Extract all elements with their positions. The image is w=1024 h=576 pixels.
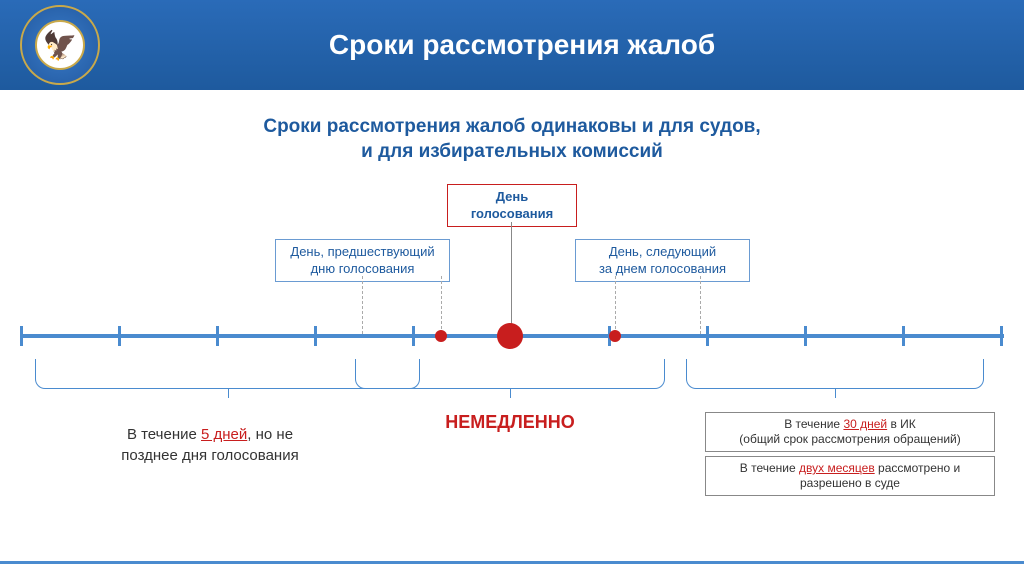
- voting-day-l1: День: [496, 189, 529, 204]
- ik30-hl: 30 дней: [843, 417, 887, 431]
- header-bar: 🦅 Сроки рассмотрения жалоб: [0, 0, 1024, 90]
- bottom-divider: [0, 561, 1024, 564]
- connector-after: [615, 276, 616, 334]
- brace-tip: [835, 388, 836, 398]
- ik30-prefix: В течение: [784, 417, 843, 431]
- box-ik30: В течение 30 дней в ИК (общий срок рассм…: [705, 412, 995, 452]
- note-line2: позднее дня голосования: [121, 447, 298, 464]
- emblem: 🦅: [20, 5, 100, 85]
- emblem-inner: 🦅: [35, 20, 85, 70]
- court-l2: разрешено в суде: [800, 476, 900, 490]
- box-after: День, следующий за днем голосования: [575, 239, 750, 282]
- note-prefix: В течение: [127, 426, 201, 443]
- subtitle-line2: и для избирательных комиссий: [361, 141, 663, 162]
- before-l2: дню голосования: [311, 261, 415, 276]
- tick: [314, 326, 317, 346]
- subtitle: Сроки рассмотрения жалоб одинаковы и для…: [0, 115, 1024, 164]
- connector-after2: [700, 276, 701, 334]
- court-prefix: В течение: [740, 461, 799, 475]
- tick: [706, 326, 709, 346]
- timeline-axis: [20, 334, 1004, 338]
- dot-voting-day: [497, 323, 523, 349]
- before-l1: День, предшествующий: [290, 244, 434, 259]
- brace-tip: [510, 388, 511, 398]
- voting-day-l2: голосования: [471, 206, 553, 221]
- after-l1: День, следующий: [609, 244, 716, 259]
- tick: [804, 326, 807, 346]
- subtitle-line1: Сроки рассмотрения жалоб одинаковы и для…: [263, 116, 760, 137]
- brace-tip: [228, 388, 229, 398]
- connector-before: [362, 276, 363, 334]
- tick: [216, 326, 219, 346]
- note-highlight: 5 дней: [201, 426, 247, 443]
- tick: [20, 326, 23, 346]
- ik30-l2: (общий срок рассмотрения обращений): [739, 432, 960, 446]
- dot-after: [609, 330, 621, 342]
- note-5-days: В течение 5 дней, но не позднее дня голо…: [80, 424, 340, 466]
- page-title: Сроки рассмотрения жалоб: [20, 29, 1024, 61]
- after-l2: за днем голосования: [599, 261, 726, 276]
- emblem-circle: 🦅: [20, 5, 100, 85]
- tick: [412, 326, 415, 346]
- timeline-diagram: День голосования День, предшествующий дн…: [0, 184, 1024, 524]
- court-hl: двух месяцев: [799, 461, 875, 475]
- court-suffix: рассмотрено и: [875, 461, 961, 475]
- connector-center: [511, 222, 512, 334]
- tick: [1000, 326, 1003, 346]
- tick: [118, 326, 121, 346]
- box-court: В течение двух месяцев рассмотрено и раз…: [705, 456, 995, 496]
- dot-before: [435, 330, 447, 342]
- brace-right: [686, 359, 984, 389]
- box-voting-day: День голосования: [447, 184, 577, 227]
- connector-before2: [441, 276, 442, 334]
- note-suffix: , но не: [247, 426, 293, 443]
- immediate-label: НЕМЕДЛЕННО: [355, 412, 665, 433]
- eagle-icon: 🦅: [43, 29, 78, 62]
- tick: [902, 326, 905, 346]
- brace-middle: [355, 359, 665, 389]
- ik30-suffix: в ИК: [887, 417, 916, 431]
